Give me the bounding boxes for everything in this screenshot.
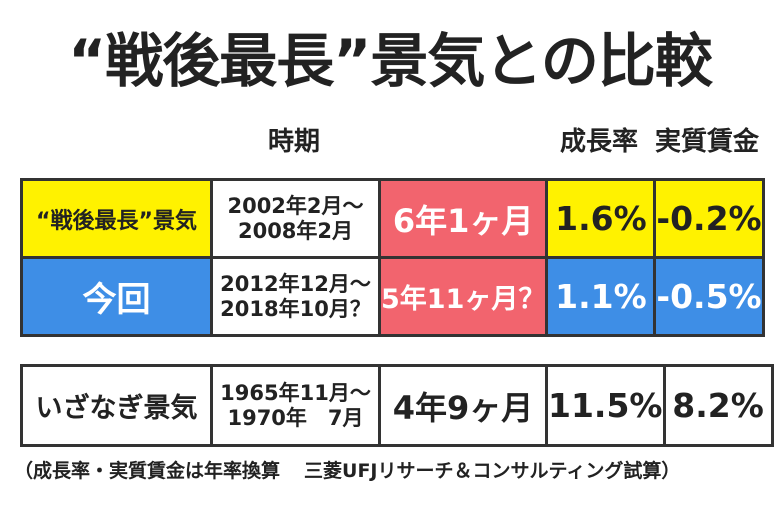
period-start: 2012年12月～ (220, 271, 371, 296)
row-name: いざなぎ景気 (20, 364, 213, 447)
period-end: 2018年10月？ (220, 296, 371, 321)
period-start: 2002年2月～ (227, 193, 364, 218)
footnote-left: （成長率・実質賃金は年率換算 (14, 460, 281, 482)
period-start: 1965年11月～ (220, 380, 371, 405)
header-duration-wrap: 期間 (410, 120, 560, 282)
comparison-table-izanagi: いざなぎ景気 1965年11月～ 1970年 7月 4年9ヶ月 11.5% 8.… (20, 364, 774, 447)
header-period: 時期 (267, 127, 320, 157)
row-duration: 4年9ヶ月 (378, 364, 548, 447)
row-period: 2002年2月～ 2008年2月 (210, 178, 381, 259)
row-name: 今回 (20, 256, 213, 337)
comparison-table-main: “戦後最長”景気 2002年2月～ 2008年2月 6年1ヶ月 1.6% -0.… (20, 178, 765, 337)
row-growth: 11.5% (545, 364, 666, 447)
row-period: 1965年11月～ 1970年 7月 (210, 364, 381, 447)
row-real-wage: -0.5% (653, 256, 765, 337)
row-real-wage: 8.2% (662, 364, 774, 447)
row-duration: 5年11ヶ月？ (377, 256, 549, 337)
header-real-wage: 実質賃金 (654, 127, 759, 157)
table-row: 今回 2012年12月～ 2018年10月？ 5年11ヶ月？ 1.1% -0.5… (20, 256, 765, 337)
header-growth: 成長率 (559, 127, 638, 157)
row-name: “戦後最長”景気 (20, 178, 213, 259)
footnote-right: 三菱UFJリサーチ＆コンサルティング試算） (304, 460, 681, 482)
row-real-wage: -0.2% (653, 178, 765, 259)
row-duration: 6年1ヶ月 (377, 178, 549, 259)
row-period: 2012年12月～ 2018年10月？ (210, 256, 381, 337)
period-end: 2008年2月 (237, 218, 354, 243)
table-row: “戦後最長”景気 2002年2月～ 2008年2月 6年1ヶ月 1.6% -0.… (20, 178, 765, 259)
row-growth: 1.1% (545, 256, 657, 337)
table-row: いざなぎ景気 1965年11月～ 1970年 7月 4年9ヶ月 11.5% 8.… (20, 364, 774, 447)
row-growth: 1.6% (545, 178, 657, 259)
footnote: （成長率・実質賃金は年率換算 三菱UFJリサーチ＆コンサルティング試算） (14, 456, 774, 483)
chart-title: “戦後最長”景気との比較 (68, 27, 713, 95)
period-end: 1970年 7月 (227, 405, 364, 430)
